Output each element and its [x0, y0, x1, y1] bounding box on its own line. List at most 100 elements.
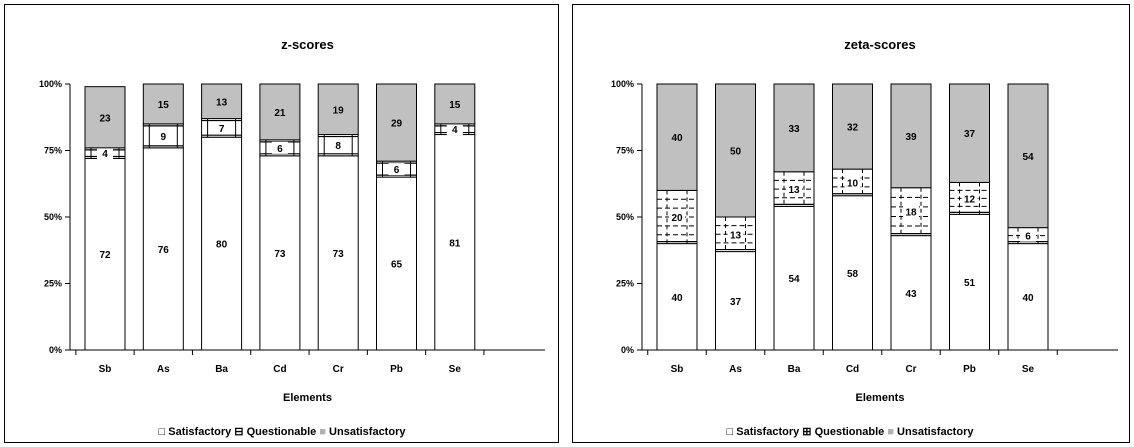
data-label: 4 [102, 149, 108, 160]
data-label: 40 [671, 293, 683, 304]
bar-unsatisfactory [84, 86, 126, 149]
data-label-bg [213, 121, 230, 134]
bar-segment-satisfactory [259, 155, 301, 351]
data-label: 12 [964, 194, 976, 205]
data-label: 50 [730, 147, 742, 158]
x-axis-label: Elements [283, 392, 332, 404]
data-label: 39 [905, 132, 917, 143]
x-tick-label: Sb [671, 364, 684, 375]
data-label: 8 [335, 141, 341, 152]
x-tick-label: Se [449, 364, 462, 375]
bar-satisfactory [773, 205, 815, 351]
y-tick-label: 100% [39, 79, 62, 89]
y-tick-label: 100% [611, 79, 634, 89]
data-label: 6 [394, 165, 400, 176]
data-label: 43 [905, 289, 917, 300]
bar-unsatisfactory [1007, 83, 1049, 229]
bar-segment-unsatisfactory [773, 83, 815, 173]
bar-segment-questionable [890, 187, 932, 237]
data-label: 6 [1025, 232, 1031, 243]
x-tick-label: Cr [905, 364, 916, 375]
y-tick-label: 75% [616, 146, 634, 156]
bar-segment-unsatisfactory [949, 83, 990, 183]
x-tick-label: Cd [846, 364, 859, 375]
data-label: 18 [905, 208, 917, 219]
bar-segment-unsatisfactory [832, 83, 873, 170]
data-label: 15 [158, 100, 170, 111]
zeta-scores-chart-panel: zeta-scores 0% 25% 50% 75% 100% 40 20 40 Sb 37 13 50… [572, 4, 1130, 443]
x-tick-label: Pb [963, 364, 976, 375]
data-label-bg [155, 129, 172, 142]
bar-segment-unsatisfactory [890, 83, 932, 189]
data-label: 73 [274, 249, 286, 260]
x-tick-label: As [729, 364, 742, 375]
bar-satisfactory [715, 251, 756, 351]
legend-questionable-swatch: ⊟ [234, 426, 243, 438]
bar-segment-unsatisfactory [317, 83, 359, 136]
data-label: 20 [671, 213, 683, 224]
x-tick-label: Se [1022, 364, 1035, 375]
bar-unsatisfactory [376, 83, 417, 162]
x-tick-label: As [157, 364, 170, 375]
legend-satisfactory-label: Satisfactory [736, 426, 800, 438]
data-label: 19 [333, 105, 345, 116]
chart-title: zeta-scores [844, 37, 916, 52]
bar-segment-satisfactory [832, 195, 873, 351]
data-label: 10 [847, 178, 859, 189]
data-label: 51 [964, 278, 976, 289]
zeta-scores-chart: zeta-scores 0% 25% 50% 75% 100% 40 20 40 Sb 37 13 50… [611, 37, 1118, 438]
bar-satisfactory [317, 155, 359, 351]
bar-segment-satisfactory [376, 176, 417, 351]
y-tick-label: 25% [44, 279, 62, 289]
bar-segment-satisfactory [317, 155, 359, 351]
data-label: 54 [788, 274, 800, 285]
bar-unsatisfactory [201, 83, 243, 120]
legend-unsatisfactory-label: Unsatisfactory [897, 426, 974, 438]
data-label-bg [446, 123, 463, 136]
data-label: 76 [158, 245, 170, 256]
bar-satisfactory [259, 155, 301, 351]
bar-segment-satisfactory [84, 157, 126, 351]
y-tick-label: 0% [49, 345, 62, 355]
bar-segment-satisfactory [201, 136, 243, 351]
data-label: 29 [391, 119, 403, 130]
x-tick-label: Ba [788, 364, 801, 375]
bar-satisfactory [142, 147, 184, 351]
data-label-bg [844, 176, 861, 189]
z-scores-chart: z-scores0%25%50%75%100%72423Sb76915As807… [39, 37, 545, 438]
bar-segment-unsatisfactory [376, 83, 417, 162]
bar-segment-unsatisfactory [1007, 83, 1049, 229]
data-label: 65 [391, 260, 403, 271]
x-tick-label: Pb [390, 364, 403, 375]
bar-segment-satisfactory [773, 205, 815, 351]
x-tick-label: Sb [99, 364, 112, 375]
y-tick-label: 50% [616, 212, 634, 222]
data-label: 23 [99, 113, 111, 124]
bar-satisfactory [832, 195, 873, 351]
bar-segment-unsatisfactory [84, 86, 126, 149]
legend-questionable-label: Questionable [247, 426, 317, 438]
data-label: 33 [788, 124, 800, 135]
bar-segment-unsatisfactory [201, 83, 243, 120]
legend-unsatisfactory-swatch: ■ [887, 426, 894, 438]
bar-unsatisfactory [656, 83, 698, 191]
data-label: 13 [788, 185, 800, 196]
bar-segment-satisfactory [656, 243, 698, 351]
data-label: 13 [730, 230, 742, 241]
data-label-bg [669, 211, 685, 223]
legend-questionable-label: Questionable [815, 426, 885, 438]
bar-unsatisfactory [434, 83, 476, 125]
bar-satisfactory [84, 157, 126, 351]
data-label-bg [903, 205, 919, 218]
bar-segment-satisfactory [142, 147, 184, 351]
bar-unsatisfactory [949, 83, 990, 183]
legend: □ Satisfactory ⊟ Questionable ■ Unsatisf… [159, 426, 407, 438]
data-label: 37 [730, 297, 742, 308]
bar-satisfactory [201, 136, 243, 351]
data-label: 4 [452, 125, 458, 136]
data-label: 40 [1022, 293, 1034, 304]
chart-title: z-scores [281, 37, 334, 52]
x-tick-label: Cd [273, 364, 286, 375]
bar-segment-satisfactory [890, 235, 932, 351]
bar-satisfactory [376, 176, 417, 351]
